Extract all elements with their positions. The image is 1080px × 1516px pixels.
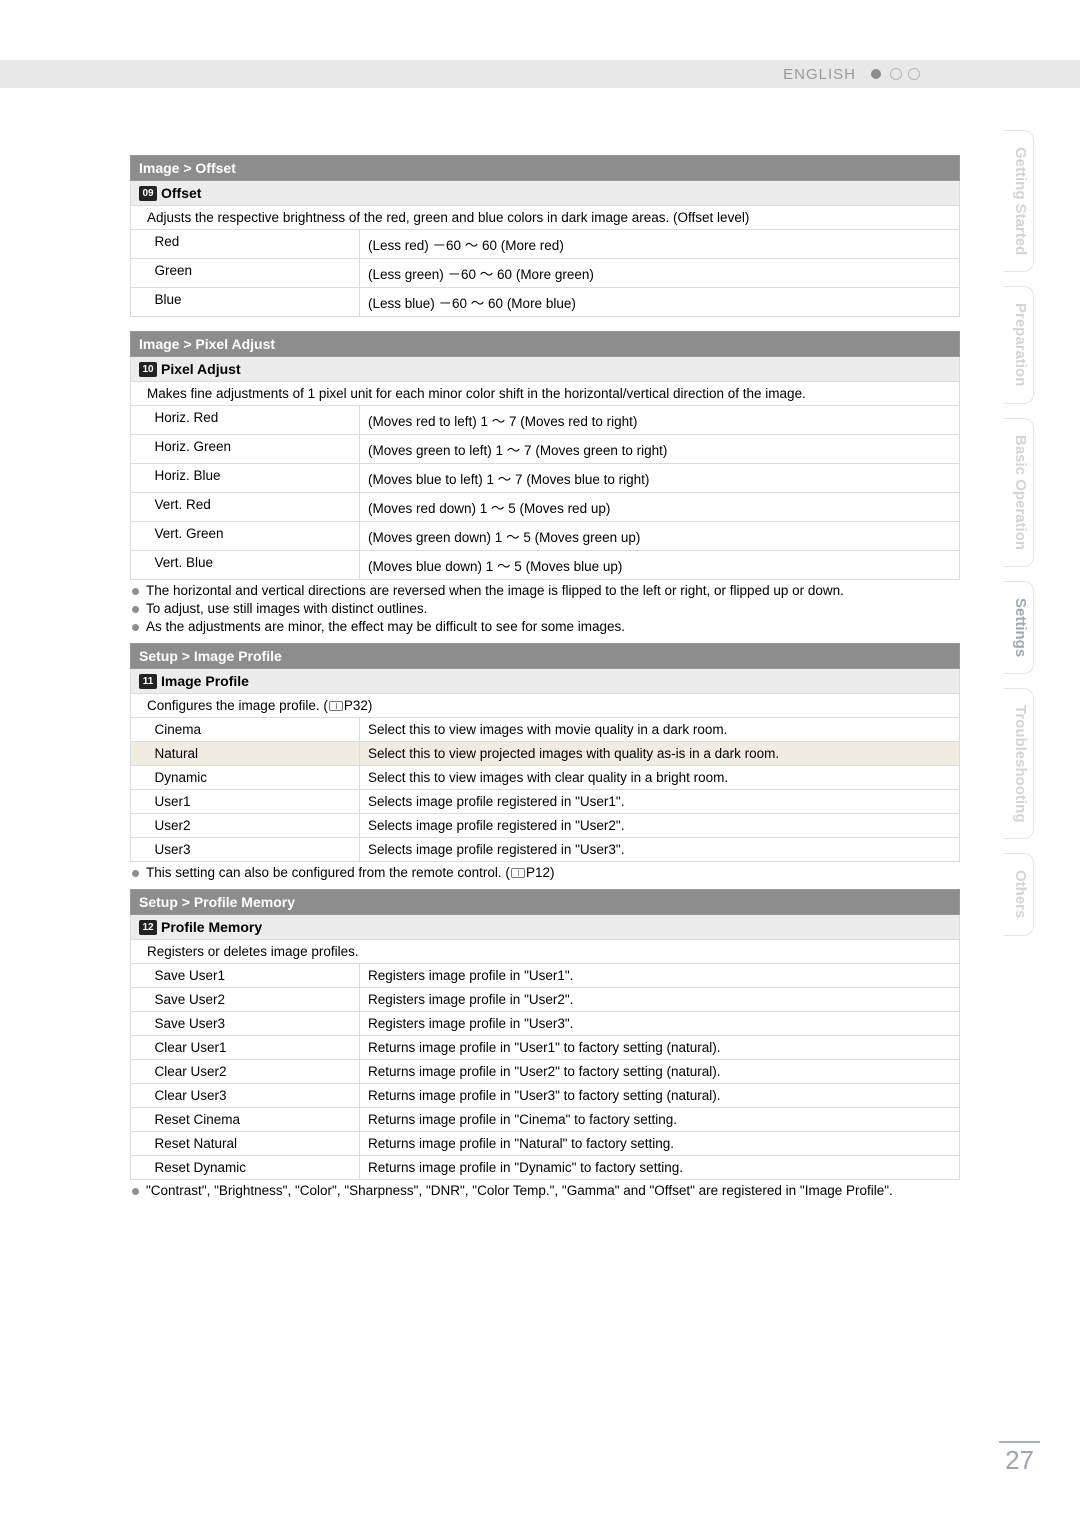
table-row: Save User2Registers image profile in "Us…: [131, 988, 960, 1012]
profilemem-desc: Registers or deletes image profiles.: [130, 940, 960, 964]
table-row: Clear User1Returns image profile in "Use…: [131, 1036, 960, 1060]
imgprofile-table: CinemaSelect this to view images with mo…: [130, 718, 960, 862]
table-row: Clear User3Returns image profile in "Use…: [131, 1084, 960, 1108]
table-row: Vert. Green(Moves green down) 1 ～ 5 (Mov…: [131, 522, 960, 551]
table-row: DynamicSelect this to view images with c…: [131, 766, 960, 790]
table-row: Save User3Registers image profile in "Us…: [131, 1012, 960, 1036]
tab-settings[interactable]: Settings: [1004, 581, 1034, 674]
section-header-profilemem: Setup > Profile Memory: [130, 889, 960, 915]
page-ref-icon: [511, 868, 525, 878]
note: The horizontal and vertical directions a…: [132, 583, 960, 598]
section-title-imgprofile: Image Profile: [161, 673, 249, 689]
side-tabs: Getting Started Preparation Basic Operat…: [1004, 130, 1034, 936]
table-row: NaturalSelect this to view projected ima…: [131, 742, 960, 766]
tab-others[interactable]: Others: [1004, 853, 1034, 935]
section-header-imgprofile: Setup > Image Profile: [130, 643, 960, 669]
table-row: Clear User2Returns image profile in "Use…: [131, 1060, 960, 1084]
page-ref-icon: [329, 701, 343, 711]
badge-11: 11: [139, 674, 157, 689]
pixel-desc: Makes fine adjustments of 1 pixel unit f…: [130, 382, 960, 406]
table-row: Horiz. Green(Moves green to left) 1 ～ 7 …: [131, 435, 960, 464]
page-dots: [868, 66, 920, 82]
table-row: Reset CinemaReturns image profile in "Ci…: [131, 1108, 960, 1132]
page-content: Image > Offset 09 Offset Adjusts the res…: [130, 155, 960, 1201]
page-number: 27: [1005, 1445, 1034, 1476]
table-row: Save User1Registers image profile in "Us…: [131, 964, 960, 988]
section-sub-offset: 09 Offset: [130, 181, 960, 206]
table-row: Reset DynamicReturns image profile in "D…: [131, 1156, 960, 1180]
table-row: User2Selects image profile registered in…: [131, 814, 960, 838]
pixel-table: Horiz. Red(Moves red to left) 1 ～ 7 (Mov…: [130, 406, 960, 580]
section-title-profilemem: Profile Memory: [161, 919, 262, 935]
badge-12: 12: [139, 920, 157, 935]
tab-preparation[interactable]: Preparation: [1004, 286, 1034, 403]
dot-active: [868, 66, 884, 82]
profilemem-table: Save User1Registers image profile in "Us…: [130, 964, 960, 1180]
note: This setting can also be configured from…: [132, 865, 960, 880]
table-row: Horiz. Red(Moves red to left) 1 ～ 7 (Mov…: [131, 406, 960, 435]
section-title-pixel: Pixel Adjust: [161, 361, 241, 377]
dot-inactive: [890, 68, 902, 80]
table-row: Green(Less green) －60 ～ 60 (More green): [131, 259, 960, 288]
section-header-offset: Image > Offset: [130, 155, 960, 181]
section-sub-imgprofile: 11 Image Profile: [130, 669, 960, 694]
table-row: Vert. Blue(Moves blue down) 1 ～ 5 (Moves…: [131, 551, 960, 580]
table-row: Blue(Less blue) －60 ～ 60 (More blue): [131, 288, 960, 317]
table-row: User3Selects image profile registered in…: [131, 838, 960, 862]
note: To adjust, use still images with distinc…: [132, 601, 960, 616]
table-row: Red(Less red) －60 ～ 60 (More red): [131, 230, 960, 259]
language-label: ENGLISH: [783, 66, 856, 83]
offset-table: Red(Less red) －60 ～ 60 (More red) Green(…: [130, 230, 960, 317]
imgprofile-desc: Configures the image profile. (P32): [130, 694, 960, 718]
badge-10: 10: [139, 362, 157, 377]
top-bar: ENGLISH: [0, 60, 1080, 88]
table-row: Horiz. Blue(Moves blue to left) 1 ～ 7 (M…: [131, 464, 960, 493]
offset-desc: Adjusts the respective brightness of the…: [130, 206, 960, 230]
tab-troubleshooting[interactable]: Troubleshooting: [1004, 688, 1034, 840]
tab-basic-operation[interactable]: Basic Operation: [1004, 418, 1034, 567]
table-row: CinemaSelect this to view images with mo…: [131, 718, 960, 742]
table-row: Vert. Red(Moves red down) 1 ～ 5 (Moves r…: [131, 493, 960, 522]
tab-getting-started[interactable]: Getting Started: [1004, 130, 1034, 272]
table-row: Reset NaturalReturns image profile in "N…: [131, 1132, 960, 1156]
dot-inactive: [908, 68, 920, 80]
badge-09: 09: [139, 186, 157, 201]
section-sub-profilemem: 12 Profile Memory: [130, 915, 960, 940]
section-sub-pixel: 10 Pixel Adjust: [130, 357, 960, 382]
section-header-pixel: Image > Pixel Adjust: [130, 331, 960, 357]
table-row: User1Selects image profile registered in…: [131, 790, 960, 814]
note: "Contrast", "Brightness", "Color", "Shar…: [132, 1183, 960, 1198]
section-title-offset: Offset: [161, 185, 201, 201]
note: As the adjustments are minor, the effect…: [132, 619, 960, 634]
